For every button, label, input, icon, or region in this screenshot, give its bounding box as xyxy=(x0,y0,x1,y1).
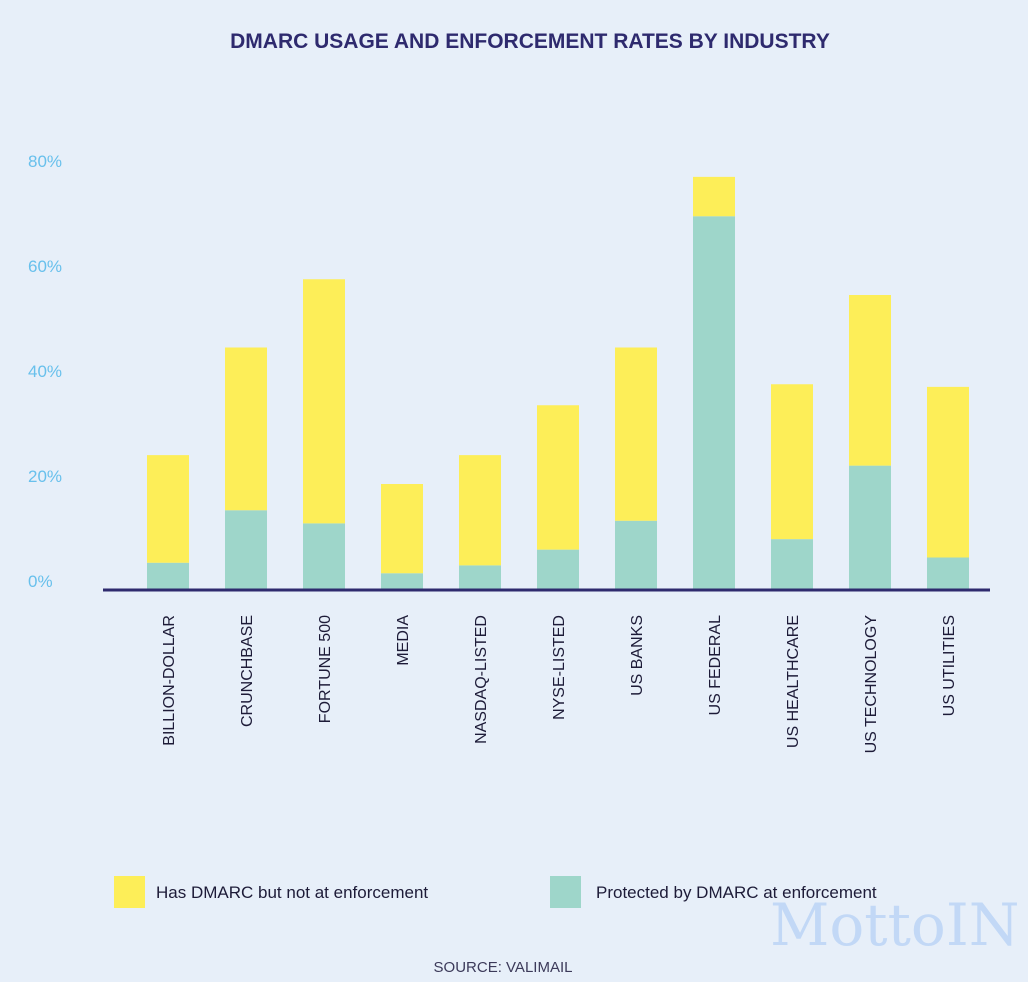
y-tick-label: 40% xyxy=(28,362,62,381)
bar-enforced xyxy=(303,523,345,589)
x-tick-label: MEDIA xyxy=(395,615,412,666)
x-tick-label: US UTILITIES xyxy=(941,615,958,716)
watermark-logo: MottoIN xyxy=(770,891,1020,959)
y-tick-label: 80% xyxy=(28,152,62,171)
bar-not-enforced xyxy=(147,455,189,563)
bar-not-enforced xyxy=(225,347,267,511)
y-tick-label: 20% xyxy=(28,467,62,486)
bar-not-enforced xyxy=(537,405,579,550)
bar-enforced xyxy=(381,573,423,589)
y-tick-label: 0% xyxy=(28,572,53,591)
bar-not-enforced xyxy=(459,455,501,566)
bar-enforced xyxy=(615,520,657,589)
x-tick-label: CRUNCHBASE xyxy=(239,615,256,727)
legend-label-enforced: Protected by DMARC at enforcement xyxy=(596,883,877,902)
legend-label-not-enforced: Has DMARC but not at enforcement xyxy=(156,883,428,902)
y-tick-label: 60% xyxy=(28,257,62,276)
bar-enforced xyxy=(927,557,969,589)
x-tick-label: NASDAQ-LISTED xyxy=(473,615,490,744)
legend-swatch-enforced xyxy=(550,876,581,908)
source-note: SOURCE: VALIMAIL xyxy=(434,959,573,976)
bar-not-enforced xyxy=(693,176,735,217)
bar-enforced xyxy=(459,565,501,589)
bar-enforced xyxy=(537,549,579,589)
bar-not-enforced xyxy=(771,384,813,540)
bar-not-enforced xyxy=(615,347,657,521)
x-tick-label: US HEALTHCARE xyxy=(785,615,802,748)
bar-not-enforced xyxy=(849,295,891,466)
bar-enforced xyxy=(849,465,891,589)
x-tick-label: FORTUNE 500 xyxy=(317,615,334,723)
bar-enforced xyxy=(771,539,813,589)
x-tick-label: BILLION-DOLLAR xyxy=(161,615,178,746)
bar-enforced xyxy=(147,562,189,589)
bars-group xyxy=(147,176,969,589)
x-tick-label: US TECHNOLOGY xyxy=(863,615,880,754)
legend-swatch-not-enforced xyxy=(114,876,145,908)
x-tick-label: US FEDERAL xyxy=(707,615,724,716)
bar-enforced xyxy=(693,216,735,589)
bar-not-enforced xyxy=(927,386,969,558)
legend: Has DMARC but not at enforcement Protect… xyxy=(114,876,877,908)
chart-title: DMARC USAGE AND ENFORCEMENT RATES BY IND… xyxy=(230,30,830,53)
x-tick-label: NYSE-LISTED xyxy=(551,615,568,720)
bar-not-enforced xyxy=(303,279,345,524)
y-axis-ticks: 0% 20% 40% 60% 80% xyxy=(28,152,62,591)
x-axis-ticks: BILLION-DOLLAR CRUNCHBASE FORTUNE 500 MEDIA… xyxy=(161,615,958,754)
x-tick-label: US BANKS xyxy=(629,615,646,696)
bar-not-enforced xyxy=(381,484,423,574)
bar-enforced xyxy=(225,510,267,589)
